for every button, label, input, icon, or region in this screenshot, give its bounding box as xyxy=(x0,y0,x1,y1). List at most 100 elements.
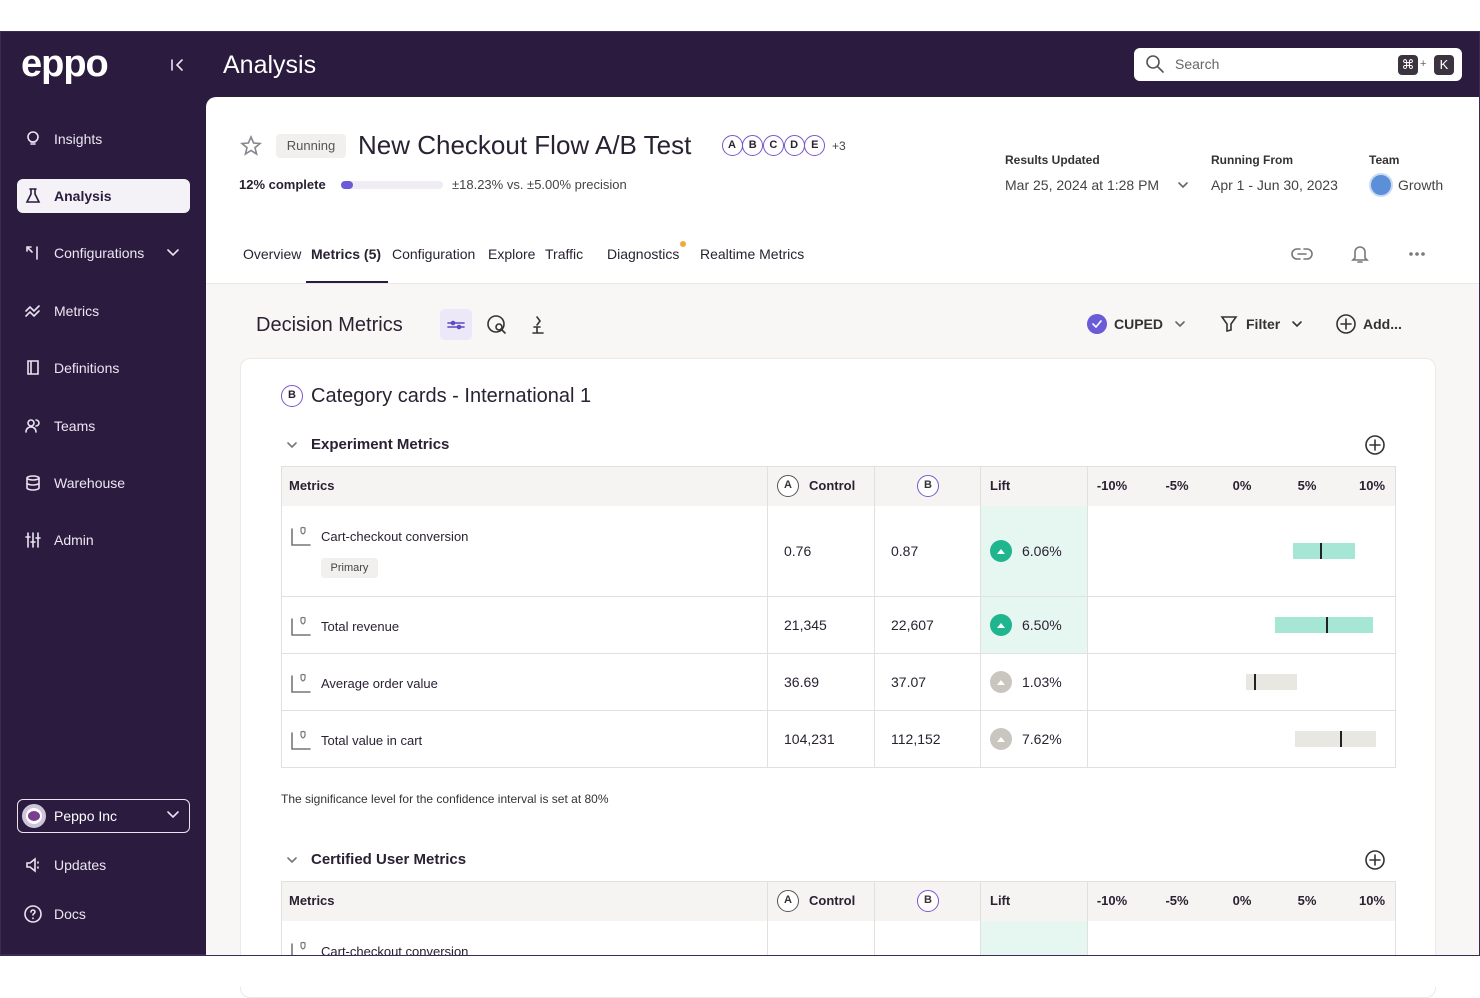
lift-arrow xyxy=(997,622,1005,628)
ci-bar xyxy=(1295,730,1376,747)
icon-part xyxy=(25,305,40,318)
nav-item[interactable]: Docs xyxy=(54,906,86,922)
icon-part xyxy=(1220,316,1238,333)
control-value: 104,231 xyxy=(784,730,835,747)
tab[interactable]: Traffic xyxy=(545,246,584,262)
ci-bar xyxy=(1274,616,1374,633)
docs-icon xyxy=(24,905,42,923)
tab-underline xyxy=(306,281,388,283)
row-line xyxy=(281,653,1395,654)
icon-part xyxy=(997,736,1005,742)
icon-part xyxy=(1415,252,1419,256)
column-line xyxy=(874,881,875,978)
nav-item[interactable]: Teams xyxy=(54,418,96,434)
precision: ±18.23% vs. ±5.00% precision xyxy=(452,177,627,192)
icon-part xyxy=(1409,252,1413,256)
nav-item[interactable]: Analysis xyxy=(54,188,112,204)
treatment-value: 22,607 xyxy=(891,616,934,633)
icon-part xyxy=(171,59,183,71)
meta-value[interactable]: Mar 25, 2024 at 1:28 PM xyxy=(1005,177,1160,193)
nav-item[interactable]: Metrics xyxy=(54,303,100,319)
logo: eppo xyxy=(21,43,109,85)
tab[interactable]: Explore xyxy=(488,246,536,262)
nav-item[interactable]: Admin xyxy=(54,532,94,548)
nav-item[interactable]: Warehouse xyxy=(54,475,126,491)
icon-part xyxy=(450,320,456,326)
icon-part xyxy=(1369,854,1381,866)
nav-item[interactable]: Configurations xyxy=(54,245,145,261)
table-section-title[interactable]: Certified User Metrics xyxy=(311,851,467,868)
metric-icon xyxy=(291,616,311,636)
table-section-title[interactable]: Experiment Metrics xyxy=(311,436,450,453)
control-value: 36.69 xyxy=(784,673,820,690)
icon-part xyxy=(291,617,311,636)
org-switcher[interactable] xyxy=(17,799,190,833)
column-header: Control xyxy=(809,893,856,908)
icon-part xyxy=(291,674,311,693)
shortcut-key: ⌘ xyxy=(1398,55,1418,75)
icon-part xyxy=(456,324,462,330)
x-tick-label: -5% xyxy=(1165,893,1189,908)
treatment-value: 37.07 xyxy=(891,673,927,690)
control-value: 0.76 xyxy=(784,543,812,559)
bottom-clip xyxy=(0,955,1480,987)
tab[interactable]: Configuration xyxy=(392,246,476,262)
org-name: Peppo Inc xyxy=(54,808,118,824)
icon-part xyxy=(27,131,39,143)
variant-badge: A xyxy=(777,475,799,497)
column-line xyxy=(1087,881,1088,978)
section-title: Decision Metrics xyxy=(256,314,403,336)
icon-part xyxy=(300,730,306,739)
tab[interactable]: Metrics (5) xyxy=(311,246,382,262)
team-avatar xyxy=(1369,173,1393,197)
status-pill: Running xyxy=(276,134,346,158)
filter-button[interactable]: Filter xyxy=(1246,316,1281,332)
check-icon xyxy=(1092,320,1102,329)
icon-part xyxy=(25,188,41,203)
meta-value[interactable]: Growth xyxy=(1398,177,1444,193)
column-line xyxy=(767,881,768,978)
treatment-value: 0.87 xyxy=(891,543,919,559)
tab[interactable]: Overview xyxy=(243,246,302,262)
nav-item[interactable]: Definitions xyxy=(54,360,120,376)
lift-value: 1.03% xyxy=(1022,673,1062,690)
chevron xyxy=(1175,321,1185,328)
icon-part xyxy=(1421,252,1425,256)
lift-value: 6.50% xyxy=(1022,616,1062,633)
add-button[interactable]: Add... xyxy=(1363,316,1402,332)
ci-bar xyxy=(1245,673,1297,690)
icon-part xyxy=(1365,435,1385,455)
tab[interactable]: Realtime Metrics xyxy=(700,246,805,262)
nav-item[interactable]: Insights xyxy=(54,131,103,147)
icon-part xyxy=(997,622,1005,628)
tab-dot xyxy=(680,241,686,247)
icon-part xyxy=(167,811,179,819)
icon-part xyxy=(25,419,40,433)
metric-name: Cart-checkout conversion xyxy=(321,943,469,959)
nav-icon xyxy=(26,475,40,491)
icon-part xyxy=(26,475,40,481)
nav-item[interactable]: Updates xyxy=(54,857,107,873)
shortcut-key: K xyxy=(1434,55,1454,75)
icon-part xyxy=(495,323,503,331)
collapse-chevron xyxy=(287,442,297,449)
meta-value[interactable]: Apr 1 - Jun 30, 2023 xyxy=(1211,177,1338,193)
view-active-bg xyxy=(440,309,472,340)
x-tick-label: -5% xyxy=(1165,478,1189,493)
x-tick-label: -10% xyxy=(1096,478,1128,493)
filter-icon xyxy=(1220,316,1238,333)
table xyxy=(281,466,1396,768)
x-tick-label: 0% xyxy=(1232,478,1252,493)
cuped-toggle[interactable]: CUPED xyxy=(1114,316,1164,332)
icon-part xyxy=(1336,314,1356,334)
icon-part xyxy=(997,549,1005,554)
add-metric-icon xyxy=(1365,435,1385,455)
variant-badge: B xyxy=(281,385,303,407)
lift-arrow xyxy=(997,679,1005,685)
nav-active-bg xyxy=(17,179,190,213)
tab[interactable]: Diagnostics xyxy=(607,246,680,262)
lift-point xyxy=(1319,543,1322,559)
column-header: Lift xyxy=(990,893,1011,908)
metric-name: Cart-checkout conversion xyxy=(321,529,469,544)
progress-track xyxy=(341,181,443,189)
